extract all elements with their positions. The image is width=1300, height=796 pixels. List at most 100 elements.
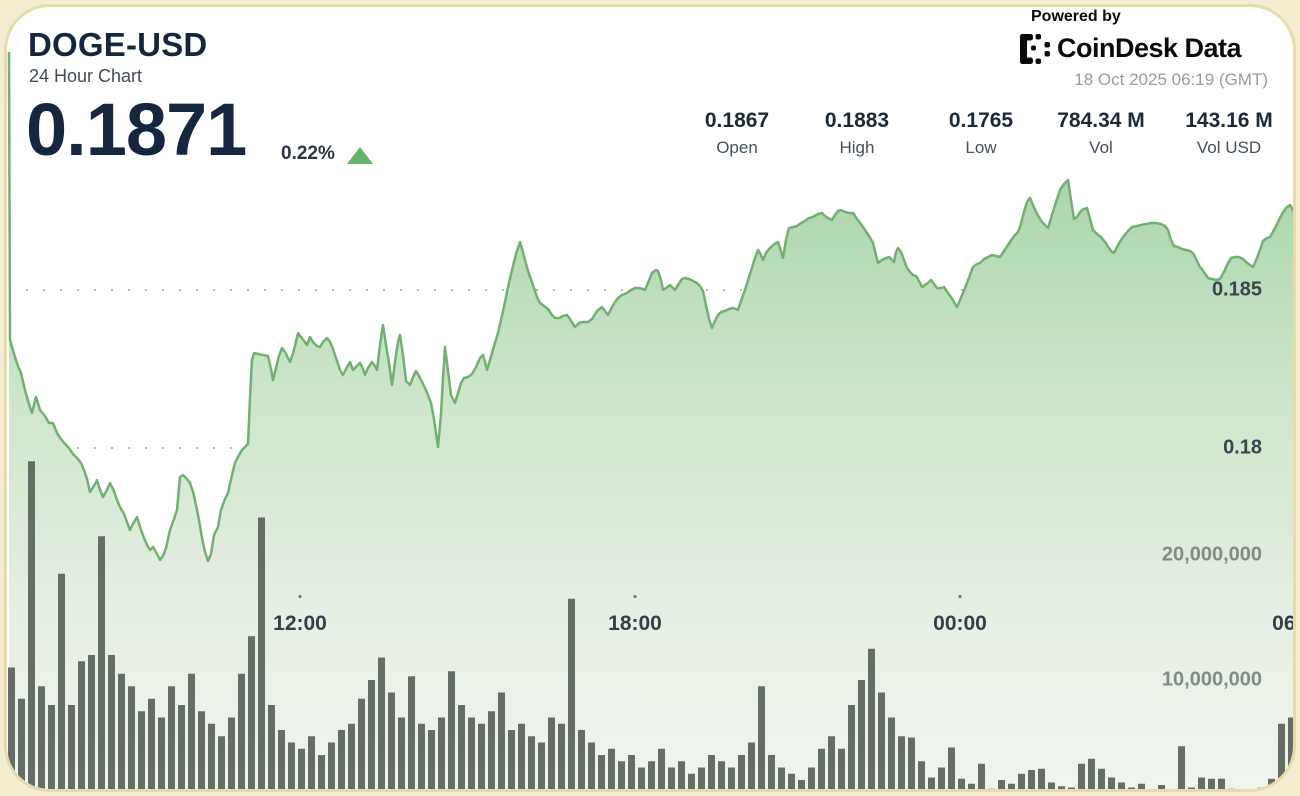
stat-low-label: Low <box>965 138 997 157</box>
volume-bar <box>88 655 95 789</box>
volume-bar <box>1198 777 1205 789</box>
volume-bar <box>1018 773 1025 789</box>
volume-bar <box>1238 790 1245 792</box>
volume-bar <box>68 705 75 789</box>
volume-bar <box>338 730 345 789</box>
time-axis-tick <box>298 595 302 598</box>
stat-volume-value: 784.34 M <box>1057 109 1145 132</box>
volume-bar <box>648 761 655 789</box>
volume-bar <box>1128 787 1135 789</box>
volume-bar <box>168 686 175 789</box>
chart-subtitle: 24 Hour Chart <box>29 66 143 86</box>
price-line <box>7 51 1293 563</box>
volume-bar <box>208 723 215 789</box>
volume-bar <box>1278 723 1285 789</box>
stat-low-value: 0.1765 <box>948 109 1014 132</box>
volume-bar <box>1048 782 1055 789</box>
volume-bar <box>918 761 925 789</box>
price-axis-label: 0.18 <box>1223 436 1262 459</box>
last-price: 0.1871 <box>26 88 247 171</box>
volume-bar <box>178 705 185 789</box>
stat-volume-usd-value: 143.16 M <box>1185 109 1273 132</box>
stat-low: 0.1765 Low <box>949 110 1013 158</box>
volume-bar <box>818 748 825 789</box>
volume-bar <box>1058 786 1065 789</box>
volume-bar <box>888 717 895 789</box>
volume-bar <box>1098 768 1105 789</box>
volume-bar <box>678 761 685 789</box>
volume-bar <box>768 755 775 789</box>
volume-bar <box>638 767 645 789</box>
brand-block: Powered by CoinDesk Data 18 Oct 2025 06 <box>1020 8 1268 90</box>
volume-bar <box>378 657 385 789</box>
volume-bar <box>58 573 65 789</box>
volume-bar <box>418 723 425 789</box>
volume-bar <box>988 788 995 789</box>
volume-bar <box>308 736 315 789</box>
brand-name-suffix: Data <box>1184 33 1242 63</box>
volume-bar <box>118 673 125 789</box>
volume-bar <box>468 717 475 789</box>
volume-bar <box>928 777 935 789</box>
volume-bar <box>298 748 305 789</box>
volume-bar <box>198 711 205 789</box>
stat-open-value: 0.1867 <box>704 109 770 132</box>
volume-bar <box>28 461 35 789</box>
volume-bar <box>1028 770 1035 789</box>
volume-bar <box>808 767 815 789</box>
volume-bar <box>938 767 945 789</box>
volume-bar <box>78 661 85 789</box>
volume-bar <box>218 736 225 789</box>
volume-bar <box>838 748 845 789</box>
chart-card: 0.185 0.18 20,000,000 10,000,000 12:00 18:00 0… <box>4 4 1296 792</box>
brand-logo-row[interactable]: CoinDesk Data <box>1020 33 1268 64</box>
coindesk-logo-icon <box>1020 33 1050 64</box>
volume-bar <box>598 755 605 789</box>
volume-bar <box>558 723 565 789</box>
volume-bar <box>1268 778 1275 789</box>
volume-bar <box>1288 717 1293 789</box>
volume-bar <box>1008 783 1015 789</box>
volume-bar <box>428 730 435 789</box>
volume-bar <box>38 686 45 789</box>
volume-bar <box>1208 778 1215 789</box>
volume-axis-label: 10,000,000 <box>1161 668 1262 691</box>
volume-bar <box>288 742 295 789</box>
volume-bar <box>258 517 265 789</box>
volume-bar <box>398 717 405 789</box>
volume-bar <box>748 742 755 789</box>
volume-bar <box>478 723 485 789</box>
volume-bar <box>948 747 955 789</box>
volume-bar <box>368 680 375 789</box>
volume-bar <box>1108 777 1115 789</box>
volume-bar <box>548 717 555 789</box>
volume-bar <box>728 767 735 789</box>
price-volume-chart[interactable] <box>4 4 1296 792</box>
stat-open-label: Open <box>716 138 758 157</box>
volume-bar <box>628 755 635 789</box>
stat-volume: 784.34 M Vol <box>1057 110 1145 158</box>
volume-bar <box>1228 788 1235 789</box>
volume-bar <box>518 723 525 789</box>
volume-bar <box>618 761 625 789</box>
volume-bar <box>608 748 615 789</box>
volume-bar <box>1118 782 1125 789</box>
volume-bar <box>848 705 855 789</box>
price-axis-label: 0.185 <box>1211 278 1262 301</box>
stat-high-value: 0.1883 <box>824 109 890 132</box>
volume-bar <box>1258 787 1265 789</box>
volume-bar <box>408 676 415 789</box>
volume-bar <box>1218 778 1225 789</box>
time-axis-tick <box>633 595 637 598</box>
timestamp: 18 Oct 2025 06:19 (GMT) <box>1074 70 1268 89</box>
volume-bar <box>98 536 105 789</box>
volume-bar <box>588 742 595 789</box>
volume-bar <box>878 692 885 789</box>
time-axis-label: 06:00 <box>1272 612 1296 635</box>
volume-bar <box>1158 785 1165 789</box>
volume-bar <box>248 636 255 789</box>
volume-bar <box>458 705 465 789</box>
volume-bar <box>228 717 235 789</box>
volume-bar <box>1078 763 1085 789</box>
symbol-title: DOGE-USD <box>28 26 208 63</box>
